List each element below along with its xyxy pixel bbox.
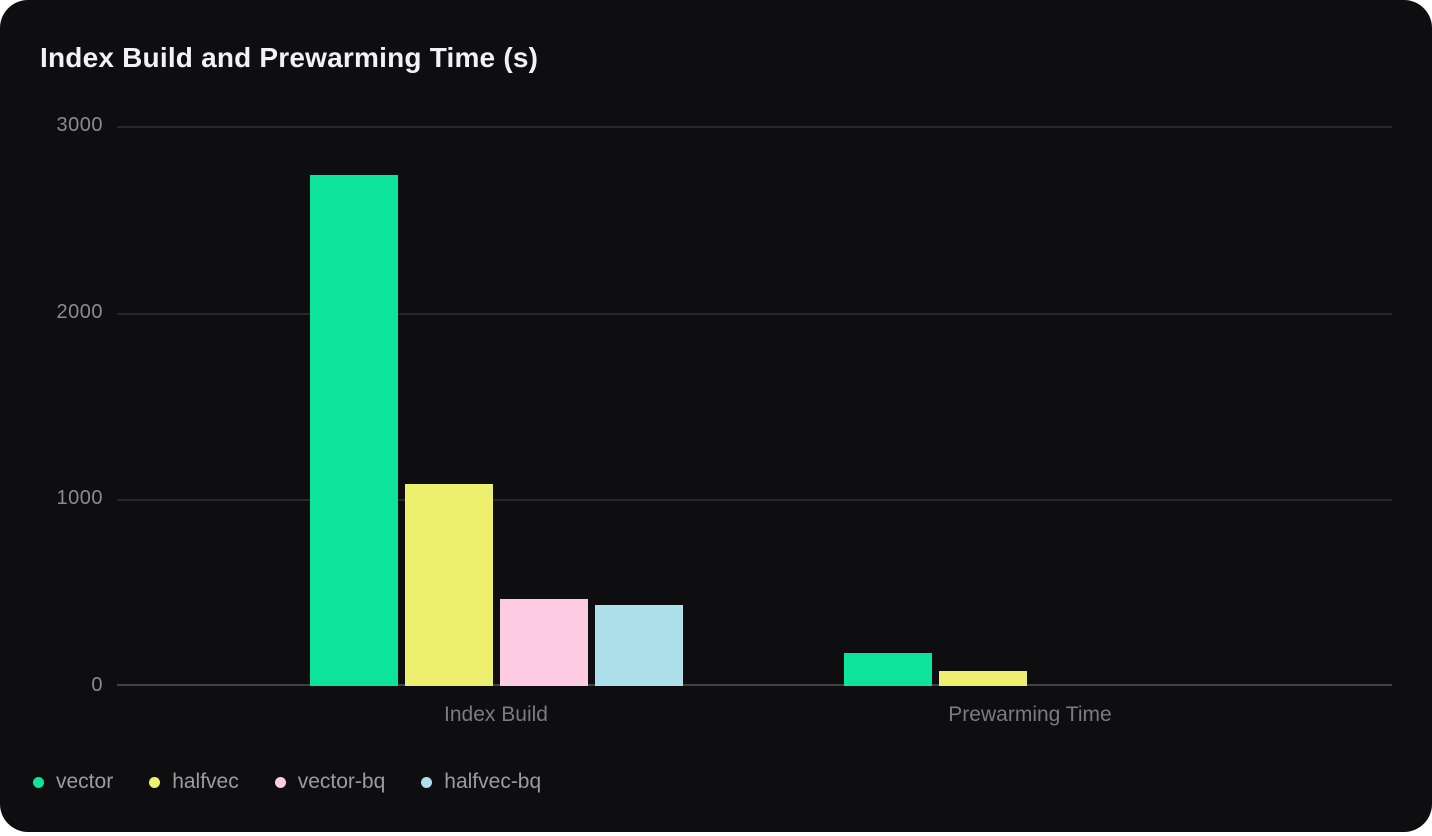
y-tick-label-2000: 2000: [56, 300, 103, 323]
x-category-label-index-build: Index Build: [444, 703, 548, 726]
legend: vector halfvec vector-bq halfvec-bq: [33, 770, 541, 794]
gridline-2000: [117, 312, 1392, 315]
y-tick-label-0: 0: [91, 674, 103, 696]
legend-item-vector-bq[interactable]: vector-bq: [274, 770, 386, 794]
bar-halfvec-prewarming-time[interactable]: [938, 671, 1027, 686]
legend-dot-halfvec-bq: [421, 776, 433, 788]
plot-area: [117, 126, 1392, 686]
legend-label-halfvec: halfvec: [172, 770, 239, 793]
legend-dot-halfvec: [149, 776, 161, 788]
gridline-1000: [117, 499, 1392, 502]
gridline-0: [117, 684, 1392, 686]
x-category-label-prewarming-time: Prewarming Time: [948, 703, 1112, 726]
y-tick-label-3000: 3000: [56, 114, 103, 136]
bar-vector-index-build[interactable]: [309, 175, 398, 686]
bar-vector-bq-index-build[interactable]: [499, 599, 588, 686]
gridline-3000: [117, 126, 1392, 128]
bar-halfvec-bq-index-build[interactable]: [594, 604, 683, 686]
y-tick-label-1000: 1000: [56, 487, 103, 510]
legend-label-halfvec-bq: halfvec-bq: [444, 770, 542, 793]
legend-item-halfvec-bq[interactable]: halfvec-bq: [421, 770, 541, 794]
legend-dot-vector: [33, 776, 44, 788]
legend-dot-vector-bq: [274, 776, 286, 788]
bar-halfvec-index-build[interactable]: [404, 484, 493, 686]
legend-label-vector-bq: vector-bq: [297, 770, 386, 793]
bar-vector-prewarming-time[interactable]: [843, 653, 932, 686]
legend-item-halfvec[interactable]: halfvec: [149, 770, 239, 794]
legend-label-vector: vector: [56, 770, 114, 793]
legend-item-vector[interactable]: vector: [33, 770, 113, 794]
chart-title: Index Build and Prewarming Time (s): [40, 42, 539, 73]
